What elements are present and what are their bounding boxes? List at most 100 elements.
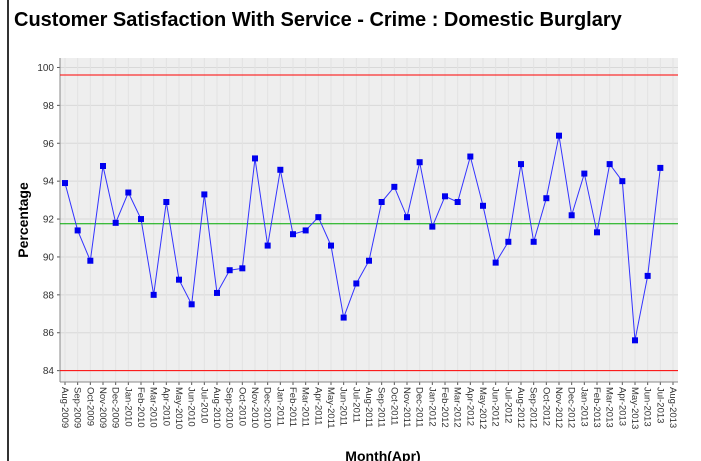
chart-title: Customer Satisfaction With Service - Cri… — [14, 9, 623, 31]
y-tick-label: 84 — [43, 366, 55, 377]
x-tick-label: Dec-2010 — [262, 387, 273, 428]
point — [619, 178, 626, 185]
x-tick-label: Jan-2011 — [274, 387, 285, 426]
point — [302, 227, 309, 234]
point — [188, 301, 195, 308]
point — [454, 199, 461, 205]
x-tick-label: Feb-2011 — [287, 387, 298, 427]
point — [87, 257, 94, 264]
x-tick-label: Jan-2010 — [122, 387, 133, 427]
x-tick-label: May-2012 — [477, 387, 488, 429]
x-tick-label: Nov-2009 — [97, 387, 108, 428]
x-tick-label: Aug-2011 — [363, 387, 374, 428]
point — [100, 163, 106, 169]
x-tick-label: Jul-2011 — [350, 387, 361, 423]
point — [581, 170, 588, 177]
point — [378, 199, 385, 205]
point — [416, 159, 423, 166]
x-tick-label: Apr-2012 — [464, 387, 475, 426]
point — [264, 242, 271, 249]
point — [62, 180, 68, 187]
point — [340, 314, 347, 321]
x-tick-label: Jan-2012 — [426, 387, 437, 427]
point — [125, 189, 132, 196]
point — [530, 238, 537, 245]
point — [632, 337, 638, 344]
x-tick-label: Sep-2009 — [72, 387, 83, 428]
x-tick-label: Oct-2012 — [540, 387, 551, 426]
point — [353, 280, 360, 287]
point — [214, 289, 220, 296]
point — [429, 223, 436, 230]
x-tick-label: Aug-2009 — [59, 387, 70, 428]
point — [594, 229, 600, 236]
x-tick-label: Sep-2011 — [376, 387, 387, 428]
x-tick-label: Oct-2011 — [388, 387, 399, 425]
x-tick-label: Nov-2011 — [401, 387, 412, 428]
point — [492, 259, 499, 266]
point — [201, 191, 208, 198]
y-axis-title: Percentage — [15, 182, 31, 258]
point — [226, 267, 233, 274]
point — [518, 161, 524, 168]
point — [657, 164, 664, 171]
x-tick-label: Mar-2011 — [300, 387, 311, 427]
y-tick-label: 88 — [43, 290, 55, 301]
x-tick-label: Mar-2013 — [604, 387, 615, 428]
y-tick-label: 98 — [43, 101, 55, 112]
x-tick-label: Aug-2012 — [515, 387, 526, 428]
series-line — [64, 135, 661, 341]
x-tick-label: Feb-2013 — [591, 387, 602, 428]
y-tick-label: 86 — [43, 328, 55, 339]
x-tick-label: Jul-2012 — [502, 387, 513, 423]
x-tick-label: Sep-2010 — [224, 387, 235, 428]
point — [543, 195, 550, 202]
x-tick-label: Feb-2010 — [135, 387, 146, 428]
x-tick-label: May-2011 — [325, 387, 336, 429]
y-tick-label: 92 — [43, 215, 55, 226]
point — [138, 216, 144, 223]
point — [505, 238, 512, 245]
x-tick-label: Nov-2010 — [249, 387, 260, 428]
x-tick-label: Oct-2009 — [84, 387, 95, 426]
x-tick-label: Jun-2013 — [642, 387, 653, 427]
x-tick-label: Dec-2011 — [414, 387, 425, 428]
x-tick-label: Aug-2010 — [211, 387, 222, 428]
x-tick-label: Sep-2012 — [528, 387, 539, 428]
point — [328, 242, 334, 249]
x-tick-label: Dec-2012 — [566, 387, 577, 428]
x-tick-label: Apr-2010 — [160, 387, 171, 426]
point — [644, 272, 651, 279]
point — [442, 193, 448, 200]
point — [163, 199, 170, 205]
x-tick-label: Mar-2012 — [452, 387, 463, 428]
point — [606, 161, 613, 168]
point — [277, 166, 284, 173]
point — [467, 153, 474, 160]
x-tick-label: Jul-2013 — [654, 387, 665, 423]
x-tick-label: Oct-2010 — [236, 387, 247, 426]
point — [404, 214, 410, 221]
point — [480, 202, 486, 209]
x-tick-label: Dec-2009 — [110, 387, 121, 428]
point — [315, 214, 322, 221]
y-tick-label: 96 — [43, 139, 55, 150]
x-tick-label: Jul-2010 — [198, 387, 209, 423]
y-tick-label: 94 — [43, 177, 55, 188]
point — [176, 276, 182, 283]
point — [112, 219, 119, 226]
point — [568, 212, 575, 219]
point — [150, 291, 157, 298]
point — [290, 231, 296, 238]
x-tick-label: May-2013 — [629, 387, 640, 429]
x-tick-label: Apr-2013 — [616, 387, 627, 426]
point — [239, 265, 246, 272]
x-tick-label: Mar-2010 — [148, 387, 159, 428]
point — [366, 257, 372, 264]
x-tick-label: May-2010 — [173, 387, 184, 429]
x-tick-label: Aug-2013 — [667, 387, 678, 428]
point — [252, 155, 258, 162]
point — [74, 227, 81, 234]
point — [556, 132, 562, 139]
